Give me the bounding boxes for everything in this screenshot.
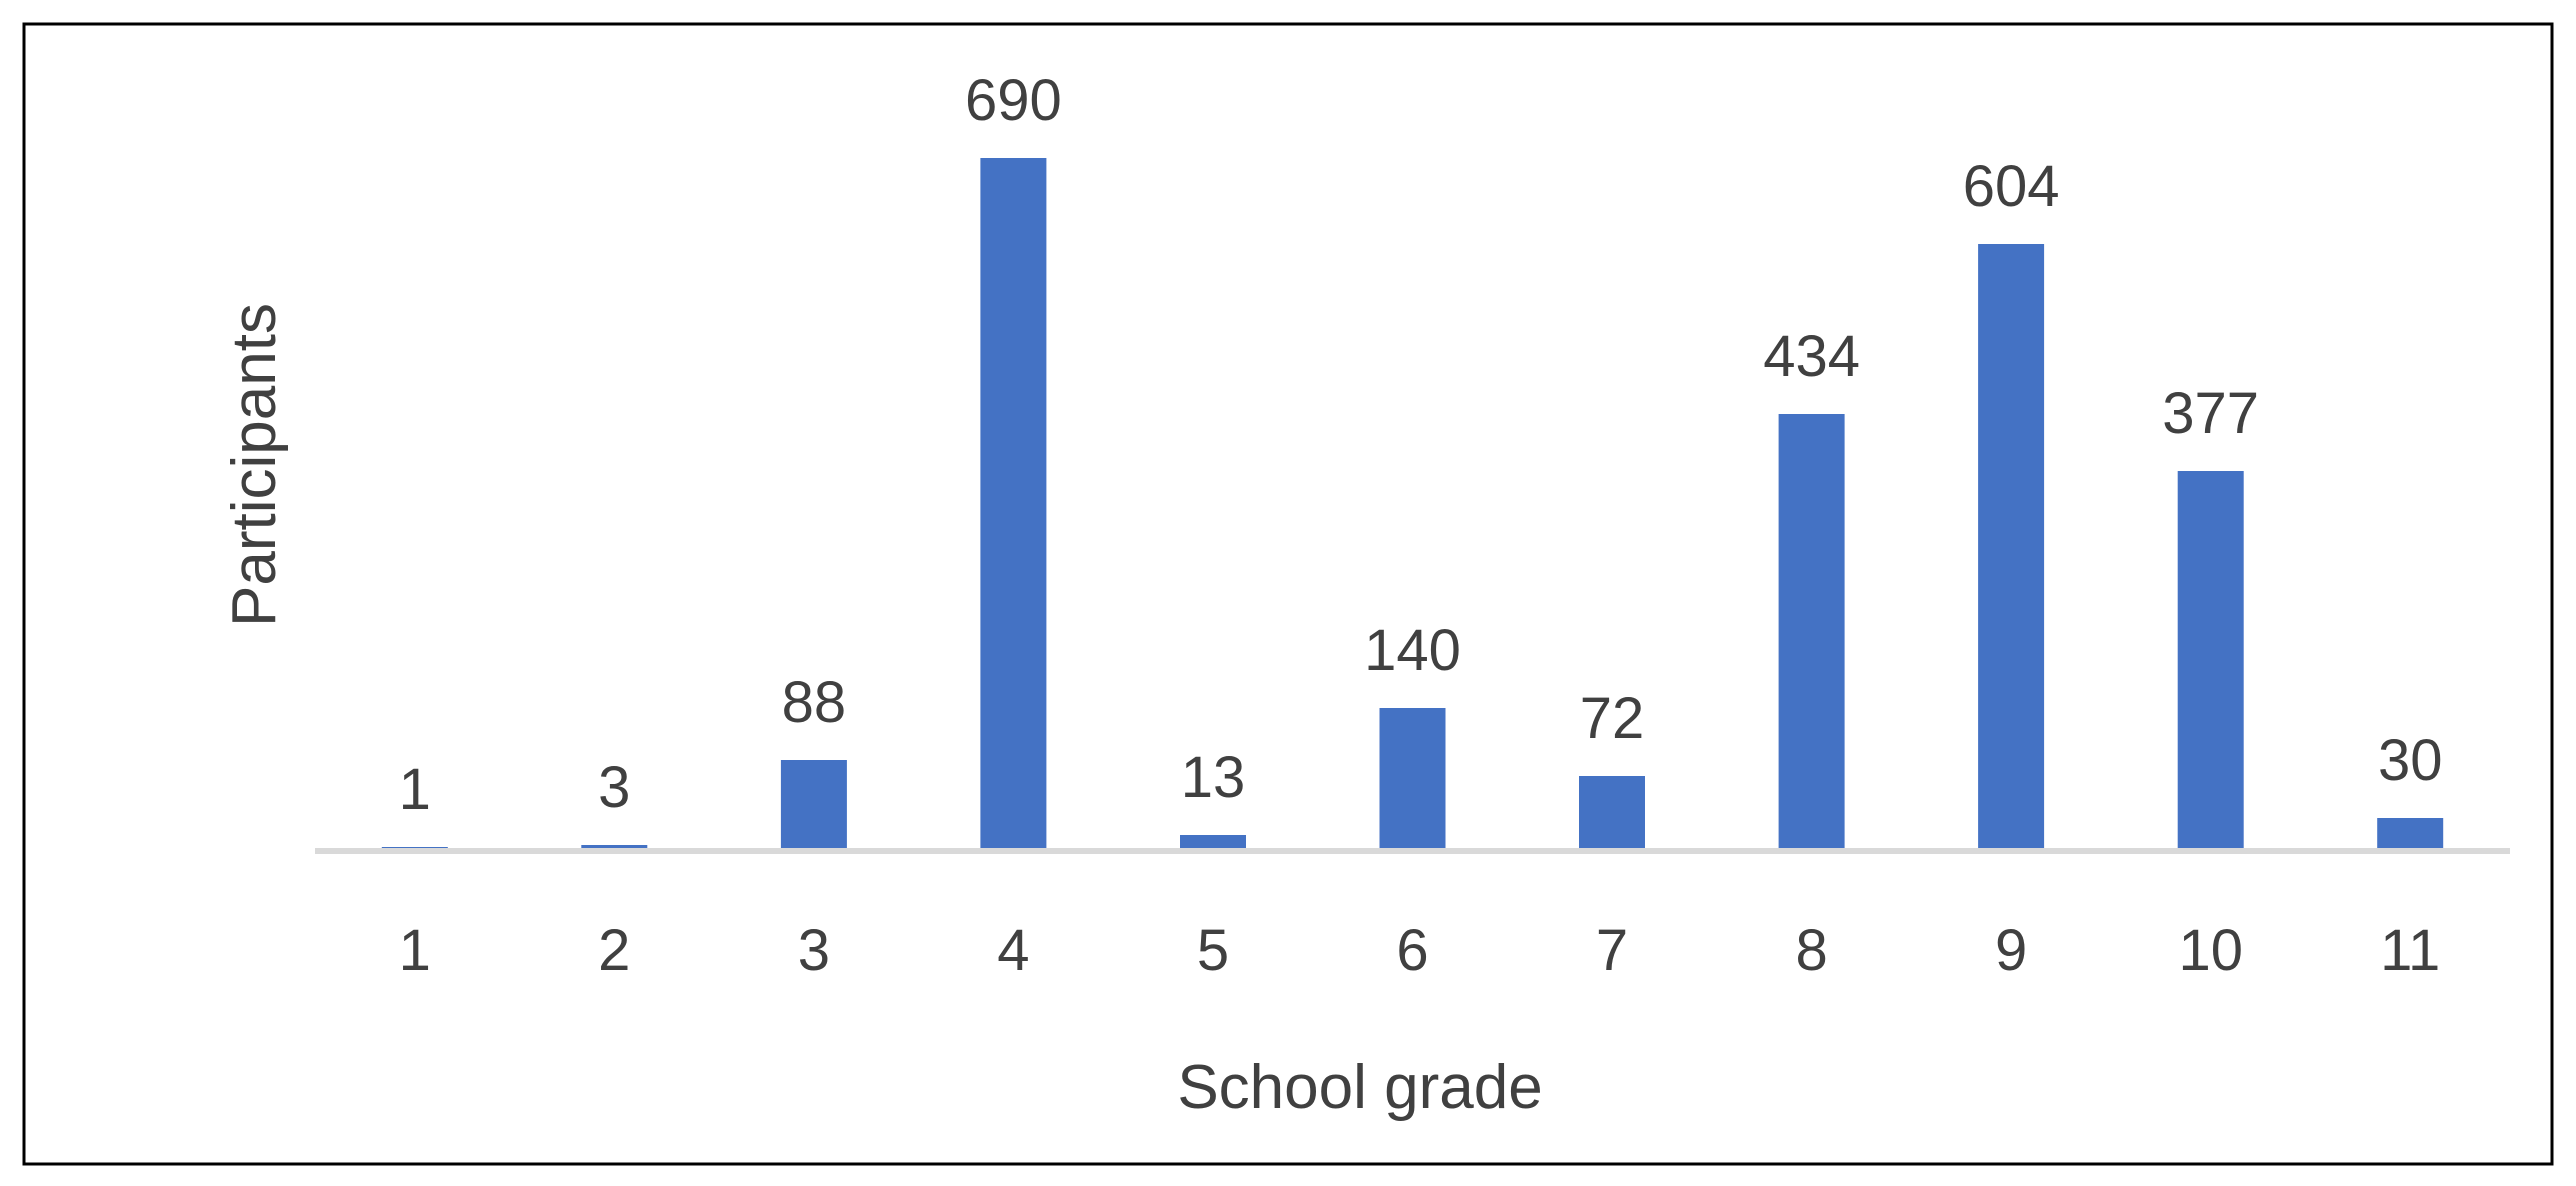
x-tick-label-3: 3 [798,918,830,983]
data-label-grade-5: 13 [1181,745,1246,810]
y-axis-title: Participants [220,303,289,627]
bar-grade-1 [381,847,448,848]
chart-border [22,22,2554,1166]
bars-layer [381,158,2444,848]
data-label-grade-4: 690 [965,68,1062,133]
bar-grade-8 [1778,414,1845,848]
x-axis-title: School grade [1177,1053,1542,1122]
x-tick-label-10: 10 [2178,918,2243,983]
bar-grade-6 [1379,708,1446,848]
x-tick-label-8: 8 [1795,918,1827,983]
bar-grade-5 [1180,835,1246,848]
x-tick-label-6: 6 [1396,918,1428,983]
x-tick-label-7: 7 [1596,918,1628,983]
data-label-grade-8: 434 [1763,324,1860,389]
x-tick-label-9: 9 [1995,918,2027,983]
bar-grade-9 [1978,244,2045,848]
x-tick-label-4: 4 [997,918,1029,983]
x-tick-label-1: 1 [399,918,431,983]
data-label-grade-2: 3 [598,755,630,820]
bar-grade-2 [581,845,648,848]
data-label-grade-1: 1 [399,757,431,822]
bar-grade-7 [1579,776,1645,848]
x-tick-labels: 1 2 3 4 5 6 7 8 9 10 11 [399,918,2441,983]
data-label-grade-6: 140 [1364,618,1461,683]
bar-grade-11 [2377,818,2444,848]
bar-grade-4 [980,158,1047,848]
data-label-grade-11: 30 [2378,728,2443,793]
x-tick-label-2: 2 [598,918,630,983]
data-label-grade-10: 377 [2162,381,2259,446]
bar-grade-10 [2177,471,2244,848]
x-tick-label-11: 11 [2380,918,2440,983]
data-label-grade-9: 604 [1963,154,2060,219]
bar-grade-3 [780,760,847,848]
x-tick-label-5: 5 [1197,918,1229,983]
data-label-grade-3: 88 [782,670,847,735]
data-label-grade-7: 72 [1580,686,1645,751]
